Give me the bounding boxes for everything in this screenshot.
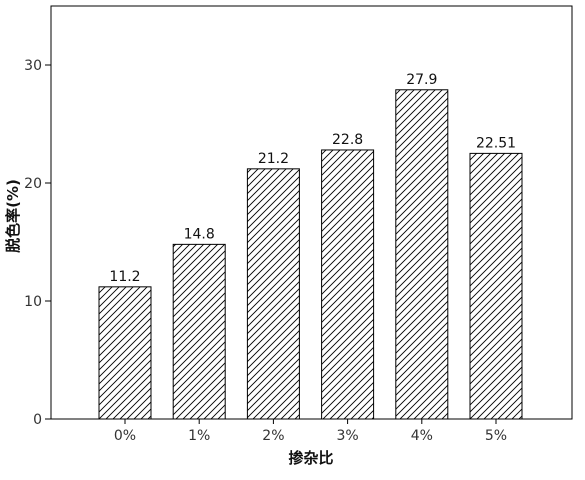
y-tick-label: 0 xyxy=(33,412,42,428)
plot-area-frame xyxy=(50,5,573,420)
bar xyxy=(321,149,375,420)
bars-group: 11.2 14.8 21.2 22.8 27.9 22.51 xyxy=(98,72,523,420)
bar xyxy=(172,243,226,420)
x-tick-label: 4% xyxy=(411,428,433,444)
bar-value-label: 27.9 xyxy=(406,72,437,88)
bar-value-label: 22.8 xyxy=(332,132,363,148)
bar xyxy=(469,152,523,420)
bar-value-label: 22.51 xyxy=(476,135,516,151)
bar xyxy=(246,168,300,420)
bar xyxy=(395,89,449,420)
x-axis: 0% 1% 2% 3% 4% 5% xyxy=(114,419,507,444)
x-tick-label: 0% xyxy=(114,428,136,444)
y-tick-label: 10 xyxy=(24,294,42,310)
x-tick-label: 5% xyxy=(485,428,507,444)
bar-value-label: 14.8 xyxy=(184,226,215,242)
x-tick-label: 3% xyxy=(336,428,358,444)
y-tick-label: 20 xyxy=(24,176,42,192)
x-axis-title: 掺杂比 xyxy=(288,449,333,467)
bar-value-label: 21.2 xyxy=(258,151,289,167)
y-tick-label: 30 xyxy=(24,58,42,74)
bar xyxy=(98,286,152,420)
y-axis-title: 脱色率(%) xyxy=(4,179,22,253)
y-axis: 0 10 20 30 xyxy=(24,58,51,428)
bar-value-label: 11.2 xyxy=(109,269,140,285)
x-tick-label: 1% xyxy=(188,428,210,444)
x-tick-label: 2% xyxy=(262,428,284,444)
